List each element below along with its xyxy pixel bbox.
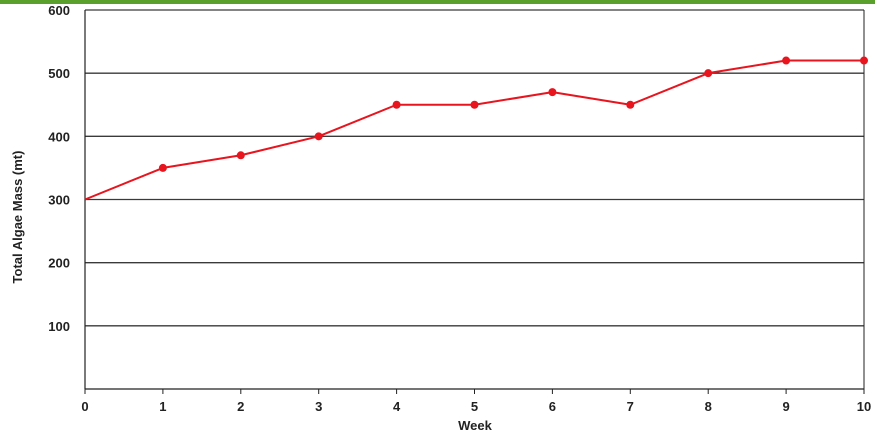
data-point-week-1 (158, 163, 167, 172)
x-tick-label-6: 6 (549, 399, 556, 414)
data-point-week-10 (860, 56, 868, 65)
data-point-week-8 (704, 69, 713, 78)
top-accent-bar (0, 0, 875, 4)
x-tick-label-0: 0 (81, 399, 88, 414)
tick-labels: 0 1 2 3 4 5 6 7 8 9 10 100 200 300 400 500 600 (48, 3, 871, 414)
y-tick-label-500: 500 (48, 66, 70, 81)
data-point-week-5 (470, 100, 479, 109)
data-point-week-9 (782, 56, 791, 65)
x-tick-label-10: 10 (857, 399, 871, 414)
data-point-week-4 (392, 100, 401, 109)
x-tick-label-4: 4 (393, 399, 401, 414)
data-series (84, 56, 868, 201)
y-tick-label-600: 600 (48, 3, 70, 18)
x-tick-label-7: 7 (627, 399, 634, 414)
x-tick-label-1: 1 (159, 399, 166, 414)
data-point-week-3 (314, 132, 323, 141)
x-axis-label: Week (458, 418, 492, 432)
x-tick-label-8: 8 (705, 399, 712, 414)
y-tick-label-300: 300 (48, 193, 70, 208)
x-tick-label-5: 5 (471, 399, 478, 414)
data-point-week-6 (548, 88, 557, 97)
data-point-week-2 (236, 151, 245, 160)
y-tick-label-100: 100 (48, 319, 70, 334)
x-tick-label-3: 3 (315, 399, 322, 414)
gridlines (85, 9, 864, 327)
x-tick-label-2: 2 (237, 399, 244, 414)
y-tick-label-400: 400 (48, 129, 70, 144)
x-tick-label-9: 9 (782, 399, 789, 414)
y-tick-label-200: 200 (48, 256, 70, 271)
series-line-0 (84, 59, 864, 201)
y-axis-label: Total Algae Mass (mt) (10, 151, 25, 284)
data-point-week-7 (626, 100, 635, 109)
